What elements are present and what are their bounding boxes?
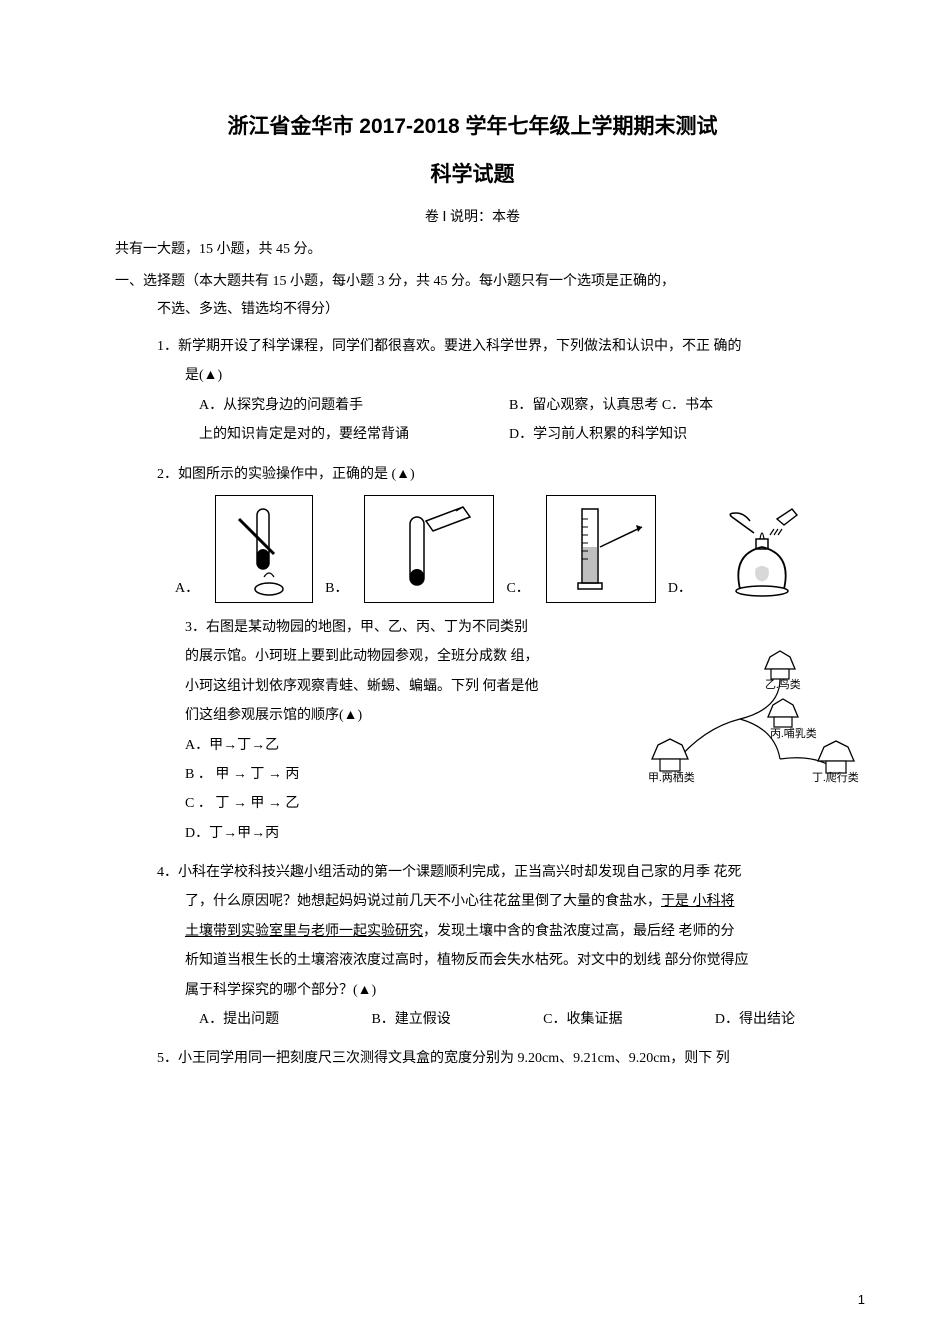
q2-label-d: D． [668,574,692,603]
section-heading: 一、选择题（本大题共有 15 小题，每小题 3 分，共 45 分。每小题只有一个… [115,268,830,324]
q3-option-c: C ． 丁 → 甲 → 乙 [185,789,545,818]
q5-number: 5． [157,1051,178,1066]
q4-option-c: C．收集证据 [543,1005,622,1034]
q1-option-c-tail: 上的知识肯定是对的，要经常背诵 [199,420,509,449]
q3-option-d: D．丁→甲→丙 [185,819,545,848]
map-label-amphibian: 甲.两栖类 [648,767,695,790]
q2-number: 2． [157,467,178,482]
q3-stem3: 小珂这组计划依序观察青蛙、蜥蜴、蝙蝠。下列 何者是他 [185,672,545,701]
q2-image-c [546,495,656,603]
q4-stem3: 土壤带到实验室里与老师一起实验研究，发现土壤中含的食盐浓度过高，最后经 老师的分 [115,917,830,946]
question-4: 4．小科在学校科技兴趣小组活动的第一个课题顺利完成，正当高兴时却发现自己家的月季… [115,858,830,1034]
alcohol-lamp-extinguish-icon [712,499,814,599]
section-line1: 一、选择题（本大题共有 15 小题，每小题 3 分，共 45 分。每小题只有一个… [115,274,675,289]
pouring-liquid-icon [368,499,490,599]
q3-stem1: 右图是某动物园的地图，甲、乙、丙、丁为不同类别 [206,620,528,635]
q4-option-d: D．得出结论 [715,1005,795,1034]
q4-stem2: 了，什么原因呢？她想起妈妈说过前几天不小心往花盆里倒了大量的食盐水，于是 小科将 [115,887,830,916]
q4-option-a: A．提出问题 [199,1005,279,1034]
q4-number: 4． [157,865,178,880]
q4-stem1: 4．小科在学校科技兴趣小组活动的第一个课题顺利完成，正当高兴时却发现自己家的月季… [115,858,830,887]
zoo-map-diagram: 乙.鸟类 丙.哺乳类 甲.两栖类 丁.爬行类 [630,639,870,799]
intro-line: 共有一大题，15 小题，共 45 分。 [115,238,830,258]
q1-stem: 1．新学期开设了科学课程，同学们都很喜欢。要进入科学世界，下列做法和认识中，不正… [115,332,830,361]
q3-option-b: B ． 甲 → 丁 → 丙 [185,760,545,789]
q5-stem: 5．小王同学用同一把刻度尺三次测得文具盒的宽度分别为 9.20cm、9.21cm… [115,1044,830,1073]
section-line2: 不选、多选、错选均不得分） [115,296,830,324]
q4-stem4: 析知道当根生长的土壤溶液浓度过高时，植物反而会失水枯死。对文中的划线 部分你觉得… [115,946,830,975]
q4-stem5: 属于科学探究的哪个部分？(▲) [115,976,830,1005]
question-3: 3．右图是某动物园的地图，甲、乙、丙、丁为不同类别 的展示馆。小珂班上要到此动物… [115,613,830,848]
map-label-bird: 乙.鸟类 [765,674,801,697]
graduated-cylinder-reading-icon [550,499,652,599]
q3-number: 3． [185,620,206,635]
map-label-mammal: 丙.哺乳类 [770,723,817,746]
q3-stem4: 们这组参观展示馆的顺序(▲) [185,701,545,730]
q3-option-a: A．甲→丁→乙 [185,731,545,760]
q2-image-b [364,495,494,603]
q1-number: 1． [157,339,178,354]
q4-option-b: B．建立假设 [371,1005,450,1034]
q3-stem2: 的展示馆。小珂班上要到此动物园参观，全班分成数 组， [185,642,545,671]
q1-stem2: 是(▲) [115,361,830,390]
page-number: 1 [858,1292,865,1307]
map-label-reptile: 丁.爬行类 [812,767,859,790]
main-title: 浙江省金华市 2017-2018 学年七年级上学期期末测试 [115,110,830,140]
q2-image-d [708,495,818,603]
question-5: 5．小王同学用同一把刻度尺三次测得文具盒的宽度分别为 9.20cm、9.21cm… [115,1044,830,1073]
question-2: 2．如图所示的实验操作中，正确的是 (▲) A． B． C． [115,460,830,603]
q2-label-b: B． [325,574,348,603]
q2-label-c: C． [506,574,529,603]
q1-option-a: A．从探究身边的问题着手 [199,391,509,420]
paper-note: 卷 Ⅰ 说明：本卷 [115,206,830,226]
q2-stem: 2．如图所示的实验操作中，正确的是 (▲) [115,460,830,489]
q2-label-a: A． [175,574,199,603]
q2-image-a [215,495,313,603]
test-tube-heating-icon [219,499,309,599]
q1-option-d: D．学习前人积累的科学知识 [509,420,830,449]
q2-image-row: A． B． C． [115,495,830,603]
sub-title: 科学试题 [115,158,830,188]
question-1: 1．新学期开设了科学课程，同学们都很喜欢。要进入科学世界，下列做法和认识中，不正… [115,332,830,450]
q1-option-b-c: B．留心观察，认真思考 C．书本 [509,391,830,420]
